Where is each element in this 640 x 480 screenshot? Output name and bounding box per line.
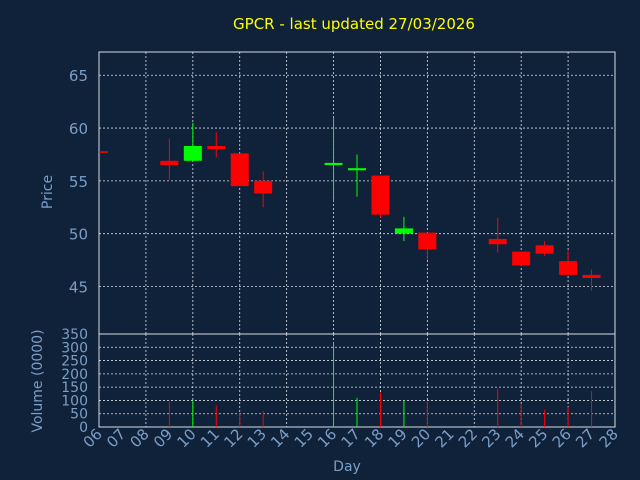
volume-tick-label: 150	[61, 380, 88, 396]
price-tick-label: 55	[69, 173, 88, 191]
day-tick-label: 10	[173, 425, 199, 451]
volume-tick-label: 300	[61, 340, 88, 356]
day-tick-label: 08	[127, 425, 153, 451]
day-axis: 0607080910111213141516171819202122232425…	[80, 425, 622, 451]
candle-body	[394, 228, 413, 234]
day-tick-label: 17	[338, 425, 364, 451]
chart-title: GPCR - last updated 27/03/2026	[233, 15, 475, 33]
day-tick-label: 27	[572, 425, 598, 451]
price-tick-label: 65	[69, 67, 88, 85]
volume-tick-label: 200	[61, 367, 88, 383]
volume-tick-label: 50	[70, 407, 88, 423]
day-tick-label: 28	[596, 425, 622, 451]
candle-body	[535, 245, 554, 254]
candle-body	[582, 274, 601, 279]
day-tick-label: 09	[150, 425, 176, 451]
day-tick-label: 12	[220, 425, 246, 451]
price-tick-label: 50	[69, 226, 88, 244]
day-tick-label: 20	[408, 425, 434, 451]
day-tick-label: 25	[525, 425, 551, 451]
day-tick-label: 13	[244, 425, 270, 451]
day-tick-label: 26	[549, 425, 575, 451]
day-tick-label: 14	[267, 425, 293, 451]
day-axis-label: Day	[333, 459, 361, 475]
candle-body	[207, 146, 226, 150]
volume-tick-label: 250	[61, 354, 88, 370]
candle-body	[99, 151, 108, 153]
day-tick-label: 07	[103, 425, 129, 451]
candle-body	[559, 261, 578, 275]
price-tick-label: 45	[69, 278, 88, 296]
candle-body	[160, 160, 179, 166]
volume-tick-label: 350	[61, 327, 88, 343]
day-tick-label: 19	[385, 425, 411, 451]
candle-body	[371, 175, 390, 215]
day-tick-label: 23	[478, 425, 504, 451]
candle-body	[348, 168, 366, 171]
price-panel: 45 50 55 60 65	[69, 51, 616, 335]
candle-body	[418, 232, 437, 250]
day-tick-label: 22	[455, 425, 481, 451]
candle-body	[512, 251, 531, 266]
day-tick-label: 18	[361, 425, 387, 451]
candle-body	[183, 146, 202, 161]
candle-body	[254, 180, 273, 194]
candle-body	[488, 238, 507, 245]
volume-axis-label: Volume (0000)	[30, 329, 46, 432]
candle-body	[230, 153, 249, 187]
day-tick-label: 21	[431, 425, 457, 451]
day-tick-label: 11	[197, 425, 223, 451]
price-axis-label: Price	[40, 175, 56, 209]
volume-tick-label: 0	[79, 420, 88, 436]
price-tick-label: 60	[69, 120, 88, 138]
candle-body	[324, 162, 343, 166]
volume-tick-label: 100	[61, 393, 88, 409]
day-tick-label: 24	[502, 425, 528, 451]
day-tick-label: 16	[314, 425, 340, 451]
day-tick-label: 15	[291, 425, 317, 451]
